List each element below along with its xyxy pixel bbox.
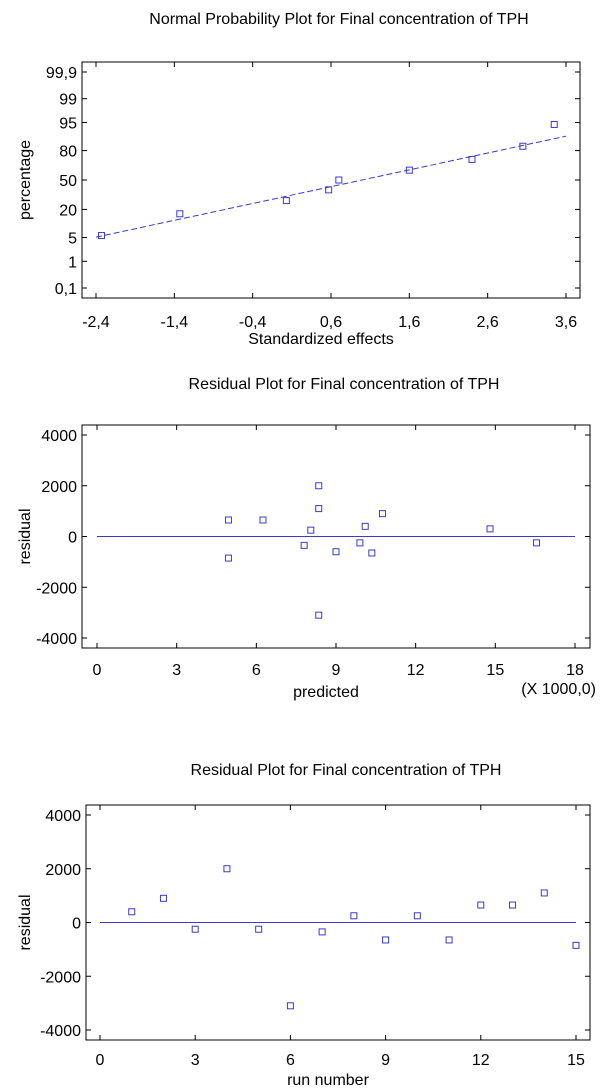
data-point: [315, 505, 323, 513]
x-axis-label: Standardized effects: [248, 331, 394, 348]
x-tick-label: 12: [472, 1052, 490, 1069]
data-point: [335, 176, 343, 184]
data-point: [405, 166, 413, 174]
x-axis-label: predicted: [293, 684, 359, 701]
y-tick-label: 0: [72, 916, 81, 933]
x-tick-label: 6: [252, 662, 261, 679]
chart-title: Residual Plot for Final concentration of…: [189, 376, 500, 393]
data-point: [318, 928, 326, 936]
x-tick-label: -0,4: [239, 314, 267, 331]
data-point: [350, 912, 358, 920]
x-tick-label: 0: [93, 662, 102, 679]
data-point: [286, 1002, 294, 1010]
data-point: [572, 941, 580, 949]
y-tick-label: 20: [59, 202, 77, 219]
chart-2: Residual Plot for Final concentration of…: [17, 376, 596, 701]
data-point: [445, 936, 453, 944]
x-tick-label: 18: [566, 662, 584, 679]
x-tick-label: 15: [567, 1052, 585, 1069]
y-tick-label: 1: [68, 254, 77, 271]
y-tick-label: 50: [59, 173, 77, 190]
y-tick-label: -4000: [40, 1023, 81, 1040]
data-point: [325, 186, 333, 194]
data-point: [356, 539, 364, 547]
data-point: [255, 925, 263, 933]
data-point: [468, 155, 476, 163]
data-point: [532, 539, 540, 547]
x-tick-label: 9: [381, 1052, 390, 1069]
chart-1: Normal Probability Plot for Final concen…: [17, 11, 581, 348]
y-tick-label: 99: [59, 92, 77, 109]
data-point: [486, 525, 494, 533]
x-tick-label: 2,6: [477, 314, 499, 331]
y-axis-label: percentage: [17, 140, 34, 220]
data-point: [224, 554, 232, 562]
data-point: [315, 611, 323, 619]
data-point: [259, 516, 267, 524]
x-tick-label: 0: [96, 1052, 105, 1069]
data-point: [128, 908, 136, 916]
y-tick-label: 0,1: [55, 281, 77, 298]
data-point: [223, 865, 231, 873]
y-tick-label: 2000: [41, 479, 77, 496]
data-point: [509, 901, 517, 909]
data-point: [315, 482, 323, 490]
data-point: [382, 936, 390, 944]
x-tick-label: 12: [407, 662, 425, 679]
data-point: [378, 510, 386, 518]
y-tick-label: -2000: [40, 969, 81, 986]
data-point: [361, 522, 369, 530]
x-tick-label: 15: [486, 662, 504, 679]
plot-frame: [81, 61, 581, 299]
y-axis-label: residual: [17, 894, 34, 950]
y-tick-label: 95: [59, 116, 77, 133]
x-tick-label: 9: [332, 662, 341, 679]
y-tick-label: -4000: [36, 631, 77, 648]
x-tick-label: -2,4: [82, 314, 110, 331]
y-tick-label: -2000: [36, 580, 77, 597]
data-point: [540, 889, 548, 897]
x-tick-label: 6: [286, 1052, 295, 1069]
x-tick-label: 3: [172, 662, 181, 679]
x-unit-note: (X 1000,0): [521, 681, 596, 698]
data-point: [413, 912, 421, 920]
x-tick-label: 1,6: [398, 314, 420, 331]
chart-title: Normal Probability Plot for Final concen…: [149, 11, 528, 28]
data-point: [307, 526, 315, 534]
data-point: [97, 232, 105, 240]
data-point: [191, 925, 199, 933]
y-tick-label: 5: [68, 230, 77, 247]
y-axis-label: residual: [17, 508, 34, 564]
x-tick-label: -1,4: [161, 314, 189, 331]
chart-title: Residual Plot for Final concentration of…: [191, 762, 502, 779]
data-point: [550, 120, 558, 128]
data-point: [477, 901, 485, 909]
data-point: [224, 516, 232, 524]
y-tick-label: 4000: [41, 428, 77, 445]
x-axis-label: run number: [287, 1072, 369, 1089]
data-point: [176, 210, 184, 218]
data-point: [300, 541, 308, 549]
x-tick-label: 0,6: [320, 314, 342, 331]
x-tick-label: 3: [191, 1052, 200, 1069]
chart-3: Residual Plot for Final concentration of…: [17, 762, 591, 1089]
data-point: [332, 548, 340, 556]
y-tick-label: 0: [68, 530, 77, 547]
y-tick-label: 2000: [45, 862, 81, 879]
data-point: [519, 142, 527, 150]
data-point: [368, 549, 376, 557]
y-tick-label: 80: [59, 144, 77, 161]
y-tick-label: 4000: [45, 808, 81, 825]
y-tick-label: 99,9: [46, 65, 77, 82]
data-point: [282, 197, 290, 205]
fit-line: [95, 135, 567, 238]
x-tick-label: 3,6: [555, 314, 577, 331]
data-point: [159, 894, 167, 902]
